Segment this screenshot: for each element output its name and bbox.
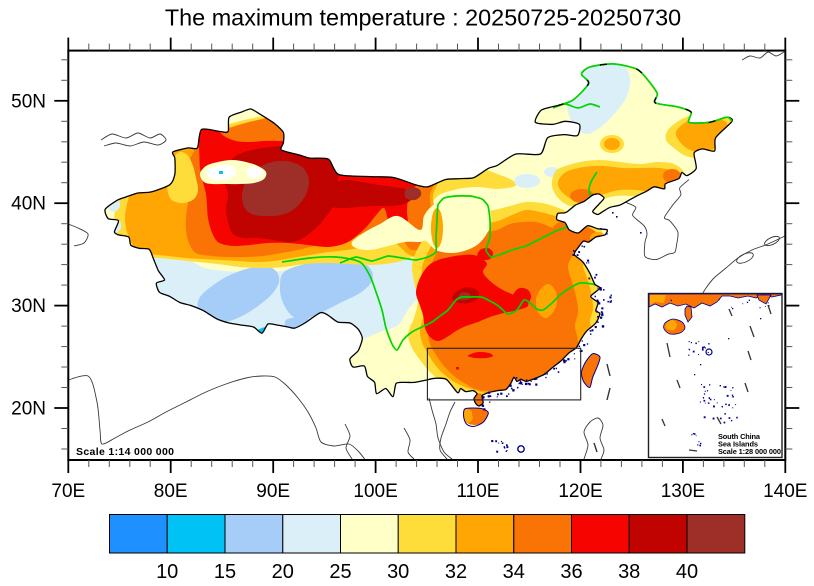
svg-text:140E: 140E [763,481,807,502]
svg-text:40: 40 [676,561,698,583]
svg-text:30N: 30N [11,296,46,317]
svg-text:32: 32 [445,561,467,583]
svg-text:20: 20 [272,561,294,583]
svg-text:South China: South China [718,432,761,441]
svg-text:120E: 120E [558,481,602,502]
svg-text:110E: 110E [457,481,500,502]
svg-text:Sea Islands: Sea Islands [718,440,758,449]
svg-text:70E: 70E [51,481,85,502]
svg-text:25: 25 [329,561,351,583]
svg-text:10: 10 [156,561,178,583]
svg-text:30: 30 [387,561,409,583]
svg-text:40N: 40N [11,194,46,215]
svg-text:Scale 1:14 000 000: Scale 1:14 000 000 [76,446,174,458]
svg-text:20N: 20N [11,399,46,420]
svg-text:130E: 130E [661,481,705,502]
svg-text:The maximum temperature : 2025: The maximum temperature : 20250725-20250… [165,5,681,31]
svg-text:80E: 80E [154,481,188,502]
svg-text:34: 34 [503,561,525,583]
svg-text:100E: 100E [353,481,397,502]
svg-text:50N: 50N [11,91,46,112]
svg-text:36: 36 [560,561,582,583]
svg-text:90E: 90E [256,481,290,502]
svg-text:38: 38 [618,561,640,583]
svg-text:Scale 1:28 000 000: Scale 1:28 000 000 [718,447,781,456]
svg-text:15: 15 [214,561,236,583]
